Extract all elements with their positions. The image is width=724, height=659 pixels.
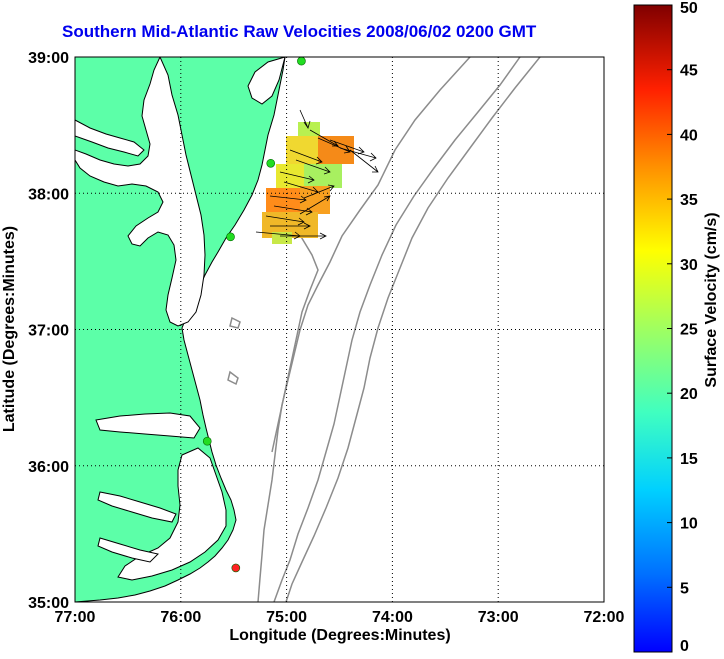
neuse-river bbox=[97, 537, 159, 563]
colorbar-gradient bbox=[634, 5, 672, 652]
velocity-arrows bbox=[255, 109, 379, 240]
pamlico-river bbox=[97, 491, 177, 523]
bathymetry-contour-middle bbox=[273, 57, 521, 602]
y-axis-label: Latitude (Degrees:Minutes) bbox=[1, 226, 18, 432]
velocity-cell bbox=[266, 188, 306, 216]
velocity-arrow bbox=[309, 129, 339, 147]
velocity-arrow bbox=[265, 215, 305, 226]
y-tick-label: 36:00 bbox=[28, 459, 69, 476]
colorbar-tick-label: 25 bbox=[680, 322, 698, 339]
velocity-cell bbox=[304, 164, 342, 188]
colorbar-tick-labels: 0 5 10 15 20 25 30 35 40 45 50 bbox=[667, 0, 698, 655]
colorbar-tick-label: 20 bbox=[680, 386, 698, 403]
velocity-arrow bbox=[339, 147, 377, 162]
x-tick-label: 72:00 bbox=[584, 609, 625, 626]
chesapeake-bay bbox=[75, 57, 206, 327]
bathymetry-contour-shelf bbox=[271, 234, 319, 453]
velocity-arrow bbox=[289, 149, 323, 165]
y-tick-label: 39:00 bbox=[28, 50, 69, 67]
colorbar-tick-label: 40 bbox=[680, 127, 698, 144]
velocity-arrow bbox=[280, 232, 327, 240]
colorbar-tick-label: 5 bbox=[680, 580, 689, 597]
velocity-arrow bbox=[299, 195, 331, 215]
map-grid bbox=[75, 57, 604, 602]
x-tick-label: 77:00 bbox=[55, 609, 96, 626]
map-panel: 77:00 76:00 75:00 74:00 73:00 72:00 39:00 38:0… bbox=[1, 50, 625, 644]
colorbar-tick-label: 35 bbox=[680, 192, 698, 209]
x-tick-label: 74:00 bbox=[372, 609, 413, 626]
x-tick-label: 73:00 bbox=[478, 609, 519, 626]
colorbar: 0 5 10 15 20 25 30 35 40 45 50 Surface Velocity (c… bbox=[633, 0, 720, 655]
pamlico-sound bbox=[117, 447, 227, 581]
north-station bbox=[297, 57, 306, 66]
x-tick-label: 76:00 bbox=[160, 609, 201, 626]
y-tick-label: 38:00 bbox=[28, 186, 69, 203]
velocity-field bbox=[255, 109, 379, 244]
velocity-arrow bbox=[303, 184, 335, 199]
x-tick-labels: 77:00 76:00 75:00 74:00 73:00 72:00 bbox=[55, 609, 625, 626]
hatteras-station bbox=[231, 563, 241, 573]
colorbar-tick-label: 30 bbox=[680, 257, 698, 274]
colorbar-tick-label: 45 bbox=[680, 63, 698, 80]
map-frame bbox=[74, 56, 605, 603]
delaware-bay bbox=[247, 57, 286, 105]
bathymetry-contour-inner bbox=[257, 57, 471, 602]
station-markers bbox=[202, 57, 306, 573]
velocity-arrow bbox=[269, 195, 307, 204]
velocity-arrow bbox=[349, 149, 379, 173]
y-tick-label: 35:00 bbox=[28, 595, 69, 612]
bathymetry-contour-outer bbox=[285, 57, 541, 602]
bathymetry-contour-feature bbox=[227, 316, 241, 386]
colorbar-tick-label: 10 bbox=[680, 516, 698, 533]
delmarva-station bbox=[266, 158, 276, 168]
velocity-arrow bbox=[270, 222, 311, 230]
map-title: Southern Mid-Atlantic Raw Velocities 200… bbox=[62, 22, 537, 41]
y-tick-labels: 39:00 38:00 37:00 36:00 35:00 bbox=[28, 50, 69, 612]
velocity-arrow bbox=[295, 159, 331, 175]
bathymetry-contours bbox=[227, 57, 541, 602]
albemarle-sound bbox=[95, 412, 201, 439]
colorbar-label: Surface Velocity (cm/s) bbox=[703, 212, 720, 387]
x-tick-label: 75:00 bbox=[266, 609, 307, 626]
velocity-arrow bbox=[299, 109, 311, 129]
x-axis-label: Longitude (Degrees:Minutes) bbox=[229, 627, 450, 644]
potomac-river bbox=[75, 119, 145, 157]
colorbar-tick-label: 50 bbox=[680, 0, 698, 17]
colorbar-tick-label: 15 bbox=[680, 451, 698, 468]
velocity-arrow bbox=[279, 171, 315, 184]
duck-station bbox=[202, 436, 212, 446]
y-tick-label: 37:00 bbox=[28, 323, 69, 340]
velocity-cell bbox=[286, 136, 322, 166]
colorbar-tick-label: 0 bbox=[680, 638, 689, 655]
chincoteague-station bbox=[226, 232, 235, 242]
